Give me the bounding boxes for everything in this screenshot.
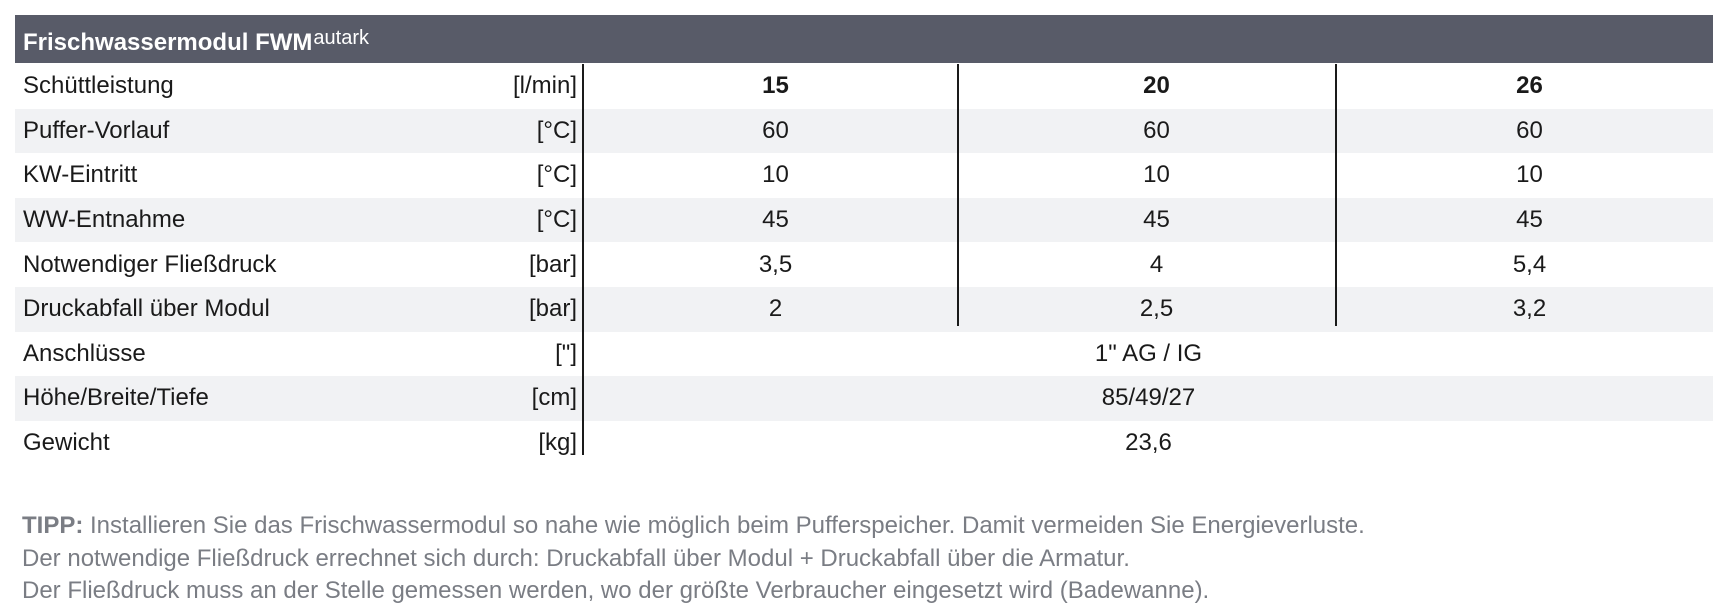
- row-label: Puffer-Vorlauf: [23, 116, 170, 144]
- column-divider: [582, 64, 584, 455]
- row-label: KW-Eintritt: [23, 161, 138, 189]
- row-unit: [°C]: [536, 116, 577, 144]
- column-divider: [1335, 64, 1337, 326]
- table-title-superscript: autark: [313, 27, 369, 49]
- row-label: Gewicht: [23, 429, 110, 457]
- value-col-1: 10: [762, 161, 789, 189]
- row-label: Druckabfall über Modul: [23, 295, 270, 323]
- tip-line-2: Der notwendige Fließdruck errechnet sich…: [22, 544, 1130, 572]
- table-row: KW-Eintritt [°C] 10 10 10: [15, 153, 1713, 198]
- row-unit: [l/min]: [512, 72, 577, 100]
- value-col-3: 45: [1516, 206, 1543, 234]
- value-col-2: 20: [1143, 72, 1170, 100]
- row-unit: [bar]: [528, 295, 577, 323]
- row-unit: [°C]: [536, 206, 577, 234]
- table-row: Schüttleistung [l/min] 15 20 26: [15, 64, 1713, 109]
- tip-line-3: Der Fließdruck muss an der Stelle gemess…: [22, 577, 1210, 604]
- value-col-2: 10: [1143, 161, 1170, 189]
- value-col-2: 45: [1143, 206, 1170, 234]
- table-row: Höhe/Breite/Tiefe [cm] 85/49/27: [15, 376, 1713, 421]
- value-col-3: 3,2: [1512, 295, 1547, 323]
- table-row: WW-Entnahme [°C] 45 45 45: [15, 197, 1713, 243]
- tip-line-1: TIPP: Installieren Sie das Frischwasserm…: [22, 510, 1365, 543]
- table-row: Puffer-Vorlauf [°C] 60 60 60: [15, 108, 1713, 154]
- row-unit: [kg]: [538, 429, 577, 457]
- row-label: Höhe/Breite/Tiefe: [23, 384, 209, 412]
- value-col-3: 10: [1516, 161, 1543, 189]
- tip-label: TIPP:: [22, 512, 84, 539]
- value-col-1: 2: [768, 295, 783, 323]
- value-merged: 23,6: [1125, 429, 1172, 457]
- tip-text: Installieren Sie das Frischwassermodul s…: [83, 512, 1365, 539]
- row-unit: ["]: [555, 339, 577, 367]
- row-unit: [°C]: [536, 161, 577, 189]
- value-col-3: 60: [1516, 116, 1543, 144]
- row-label: Notwendiger Fließdruck: [23, 250, 277, 278]
- value-col-1: 3,5: [758, 250, 793, 278]
- table-row: Notwendiger Fließdruck [bar] 3,5 4 5,4: [15, 242, 1713, 287]
- row-label: Anschlüsse: [23, 339, 146, 367]
- table-row: Druckabfall über Modul [bar] 2 2,5 3,2: [15, 286, 1713, 332]
- value-col-3: 26: [1516, 72, 1543, 100]
- value-col-2: 60: [1143, 116, 1170, 144]
- table-header: Frischwassermodul FWMautark: [15, 15, 1713, 63]
- table-row: Anschlüsse ["] 1" AG / IG: [15, 332, 1713, 377]
- value-col-2: 4: [1149, 250, 1164, 278]
- column-divider: [957, 64, 959, 326]
- row-unit: [bar]: [528, 250, 577, 278]
- row-unit: [cm]: [531, 384, 577, 412]
- table-row: Gewicht [kg] 23,6: [15, 421, 1713, 466]
- value-col-1: 45: [762, 206, 789, 234]
- spec-table: Schüttleistung [l/min] 15 20 26 Puffer-V…: [15, 64, 1713, 465]
- table-title: Frischwassermodul FWMautark: [23, 27, 369, 57]
- value-col-1: 15: [762, 72, 789, 100]
- value-merged: 85/49/27: [1101, 384, 1196, 412]
- value-col-1: 60: [762, 116, 789, 144]
- value-col-2: 2,5: [1139, 295, 1174, 323]
- row-label: WW-Entnahme: [23, 206, 186, 234]
- tip-note: TIPP: Installieren Sie das Frischwasserm…: [22, 510, 1365, 608]
- value-col-3: 5,4: [1512, 250, 1547, 278]
- row-label: Schüttleistung: [23, 72, 174, 100]
- value-merged: 1" AG / IG: [1094, 339, 1203, 367]
- table-title-text: Frischwassermodul FWM: [23, 29, 313, 56]
